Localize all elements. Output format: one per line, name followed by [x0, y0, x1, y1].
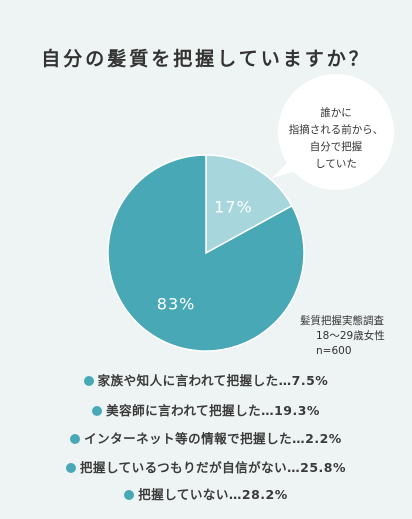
survey-note: 髪質把握実態調査 18〜29歳女性 n=600 [300, 314, 385, 359]
breakdown-label: 把握していない…28.2% [138, 487, 288, 502]
chart-title: 自分の髪質を把握していますか？ [41, 48, 371, 70]
bullet-dot-icon [70, 434, 81, 444]
bullet-dot-icon [92, 406, 103, 416]
callout-line: 誰かに [320, 107, 352, 119]
callout-bubble [272, 74, 394, 190]
survey-note-demographic: 18〜29歳女性 [316, 330, 385, 342]
slice-label: 83% [157, 295, 196, 314]
pie-slice [205, 154, 293, 255]
callout-text: 誰かに 指摘される前から、 自分で把握 していた [276, 105, 396, 173]
pie-slice [107, 154, 305, 352]
breakdown-item: 美容師に言われて把握した…19.3% [0, 400, 412, 419]
breakdown-label: 把握しているつもりだが自信がない…25.8% [80, 460, 346, 475]
survey-note-sample-size: n=600 [316, 345, 352, 357]
survey-note-title: 髪質把握実態調査 [300, 315, 384, 327]
bullet-dot-icon [83, 376, 94, 386]
breakdown-label: インターネット等の情報で把握した…2.2% [84, 431, 342, 446]
breakdown-item: 把握していない…28.2% [0, 484, 412, 503]
breakdown-item: 家族や知人に言われて把握した…7.5% [0, 370, 412, 389]
callout-line: 指摘される前から、 [288, 124, 384, 136]
bullet-dot-icon [66, 463, 76, 473]
bullet-dot-icon [124, 490, 135, 500]
breakdown-label: 美容師に言われて把握した…19.3% [106, 403, 320, 418]
callout-line: 自分で把握 [309, 141, 363, 153]
slice-label: 17% [214, 198, 253, 217]
breakdown-label: 家族や知人に言われて把握した…7.5% [97, 373, 329, 388]
breakdown-item: 把握しているつもりだが自信がない…25.8% [0, 457, 412, 476]
breakdown-item: インターネット等の情報で把握した…2.2% [0, 428, 412, 447]
callout-line: していた [315, 158, 357, 170]
